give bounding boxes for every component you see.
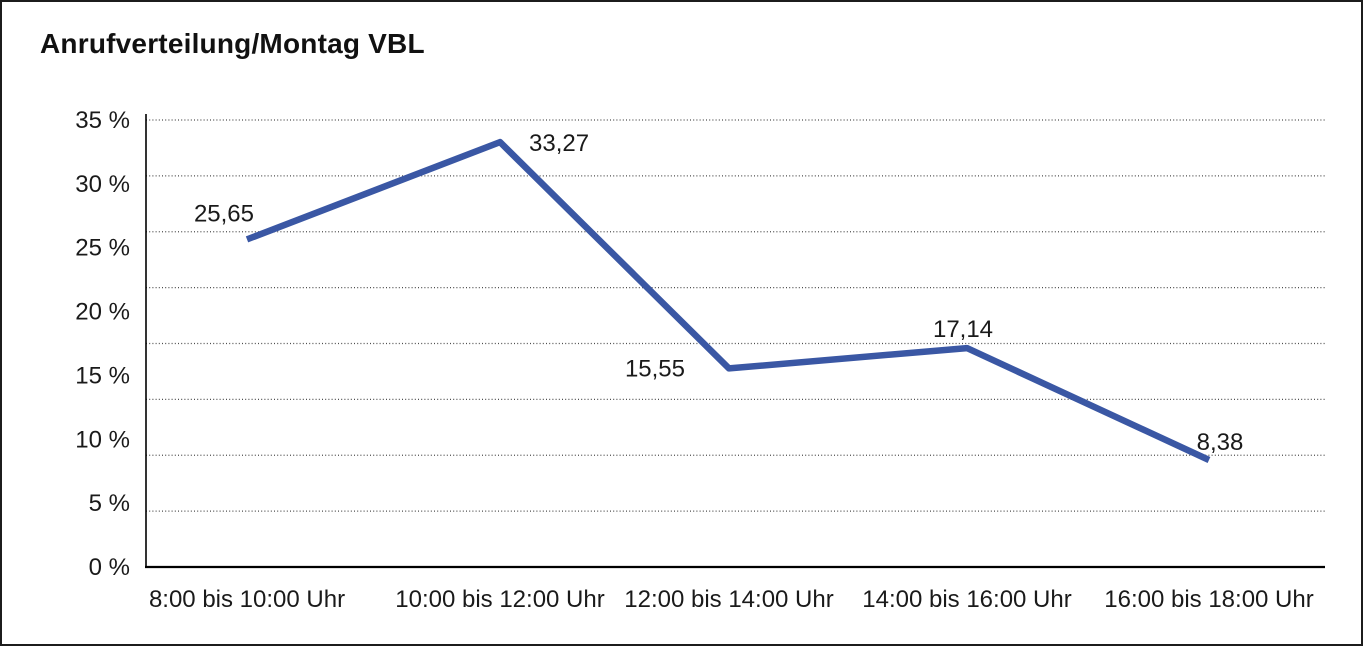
x-axis-category-label: 8:00 bis 10:00 Uhr xyxy=(149,586,345,613)
x-axis-category-label: 16:00 bis 18:00 Uhr xyxy=(1104,586,1313,613)
y-axis-tick-label: 25 % xyxy=(75,235,130,262)
x-axis-category-label: 14:00 bis 16:00 Uhr xyxy=(862,586,1071,613)
y-axis-tick-label: 15 % xyxy=(75,362,130,389)
data-point-value-label: 25,65 xyxy=(194,200,254,227)
chart-title: Anrufverteilung/Montag VBL xyxy=(40,28,425,59)
y-axis-tick-label: 10 % xyxy=(75,426,130,453)
y-axis-tick-label: 30 % xyxy=(75,171,130,198)
x-axis-category-label: 12:00 bis 14:00 Uhr xyxy=(624,586,833,613)
y-axis-tick-label: 5 % xyxy=(89,490,130,517)
data-point-value-label: 17,14 xyxy=(933,316,993,343)
x-axis-category-label: 10:00 bis 12:00 Uhr xyxy=(395,586,604,613)
data-line xyxy=(245,138,1211,463)
y-axis-tick-label: 0 % xyxy=(89,554,130,581)
y-axis-tick-label: 20 % xyxy=(75,299,130,326)
data-point-value-label: 33,27 xyxy=(529,130,589,157)
data-point-value-label: 8,38 xyxy=(1197,429,1244,456)
data-point-value-label: 15,55 xyxy=(625,355,685,382)
y-axis-tick-label: 35 % xyxy=(75,107,130,134)
